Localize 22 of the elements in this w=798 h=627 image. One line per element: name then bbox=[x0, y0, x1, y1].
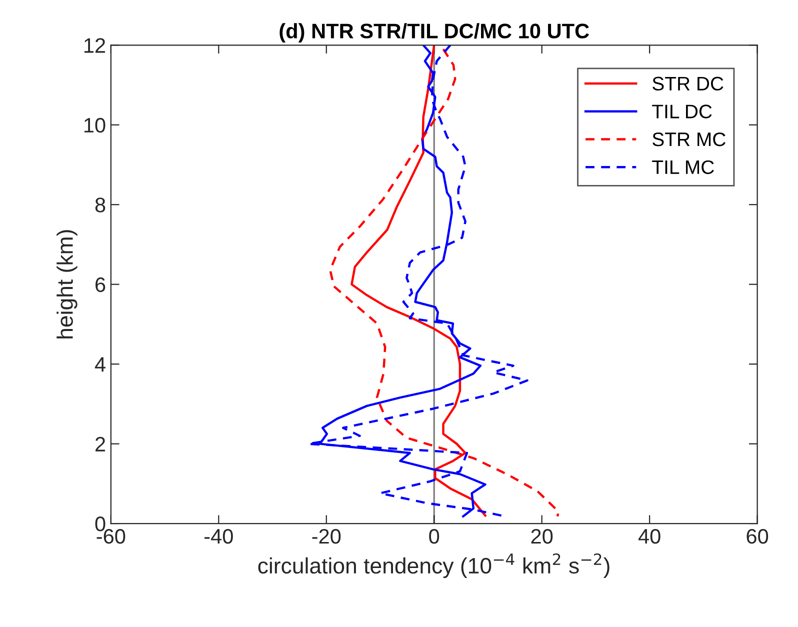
legend-label: STR MC bbox=[652, 132, 726, 146]
y-tick-label: 8 bbox=[95, 198, 106, 212]
legend-label: STR DC bbox=[652, 76, 724, 91]
x-tick-label: 20 bbox=[531, 528, 553, 544]
y-tick-label: 6 bbox=[96, 277, 106, 292]
y-tick-label: 2 bbox=[96, 436, 106, 452]
x-tick-label: 60 bbox=[746, 528, 768, 544]
x-tick-label: -40 bbox=[204, 528, 233, 544]
y-tick-label: 12 bbox=[84, 38, 106, 53]
x-tick-label: 0 bbox=[429, 528, 440, 544]
y-tick-label: 4 bbox=[94, 357, 106, 372]
y-tick-label: 0 bbox=[95, 516, 106, 532]
legend-label: TIL DC bbox=[652, 104, 712, 118]
chart-title: (d) NTR STR/TIL DC/MC 10 UTC bbox=[280, 23, 590, 43]
x-axis-title: circulation tendency (10$^{−4}$ km$^{2}$ s$^{−2}$) bbox=[258, 553, 610, 578]
y-axis-title: height (km) bbox=[56, 230, 78, 338]
x-tick-label: 40 bbox=[638, 528, 660, 544]
y-tick-label: 10 bbox=[84, 118, 106, 133]
x-tick-label: -20 bbox=[312, 528, 341, 544]
x-tick-label: -60 bbox=[96, 528, 126, 544]
legend-label: TIL MC bbox=[652, 160, 714, 174]
line-series bbox=[329, 48, 560, 518]
